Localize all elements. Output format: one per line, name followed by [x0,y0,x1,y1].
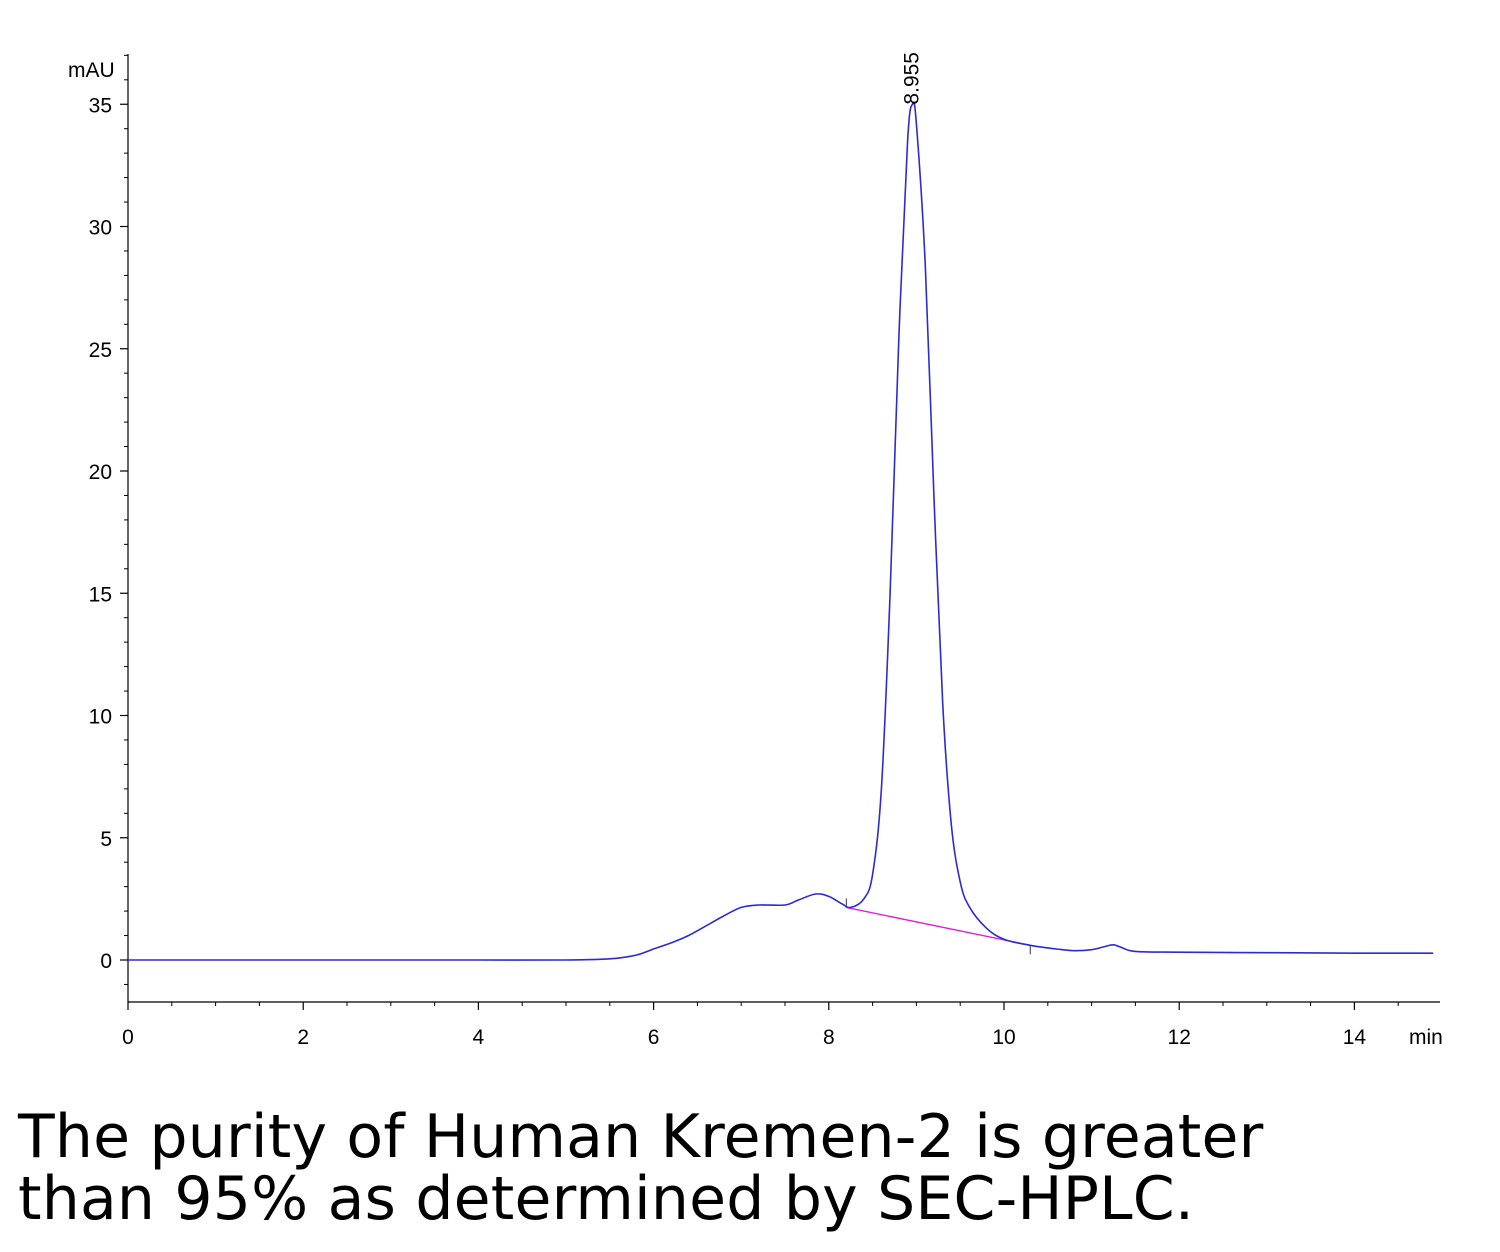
tick-marks [120,54,1399,1010]
x-tick-label: 12 [1168,1026,1191,1049]
integration-baseline [846,906,1031,947]
x-tick-label: 10 [992,1026,1015,1049]
x-tick-label: 2 [297,1026,309,1049]
y-tick-label: 20 [89,461,112,484]
y-tick-label: 30 [89,217,112,240]
peak-retention-label: 8.955 [900,52,923,105]
y-tick-label: 35 [89,94,112,117]
x-tick-label: 14 [1343,1026,1367,1049]
axes [127,54,1440,1003]
x-tick-label: 0 [122,1026,134,1049]
y-tick-label: 0 [100,950,112,973]
x-axis-unit-label: min [1409,1026,1443,1049]
caption: The purity of Human Kremen-2 is greater … [18,1106,1478,1230]
chromatogram-trace [128,101,1434,961]
x-tick-label: 4 [473,1026,485,1049]
tick-labels: 0 5 10 15 20 25 30 35 0 2 4 6 8 10 12 14 [89,94,1367,1049]
y-tick-label: 25 [89,339,112,362]
chromatogram-chart: 0 5 10 15 20 25 30 35 0 2 4 6 8 10 12 14 mAU min 8.955 [68,52,1443,1049]
y-tick-label: 10 [89,706,112,729]
caption-line-1: The purity of Human Kremen-2 is greater [18,1102,1264,1172]
y-axis-unit-label: mAU [68,59,115,82]
y-tick-label: 15 [89,583,112,606]
plot-area: 8.955 [128,52,1434,961]
x-tick-label: 6 [648,1026,660,1049]
y-tick-label: 5 [100,828,112,851]
caption-line-2: than 95% as determined by SEC-HPLC. [18,1164,1195,1234]
x-tick-label: 8 [823,1026,835,1049]
